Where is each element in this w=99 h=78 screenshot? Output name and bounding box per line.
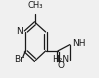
Text: N: N (16, 27, 23, 36)
Text: NH: NH (72, 39, 85, 48)
Text: Br: Br (14, 55, 24, 64)
Text: H₂N: H₂N (52, 55, 69, 64)
Text: CH₃: CH₃ (28, 1, 43, 10)
Text: O: O (57, 61, 64, 69)
